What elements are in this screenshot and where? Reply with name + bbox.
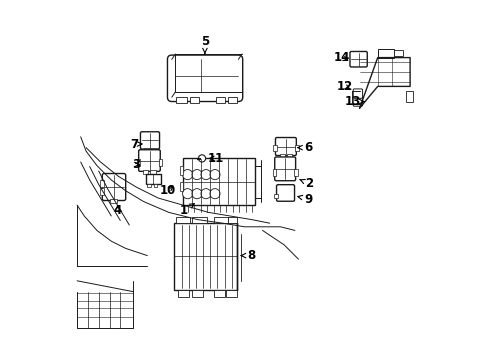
Bar bbox=[151, 148, 156, 151]
Text: 5: 5 bbox=[201, 35, 208, 54]
FancyBboxPatch shape bbox=[140, 132, 159, 149]
Bar bbox=[294, 169, 297, 176]
Bar bbox=[174, 223, 237, 290]
Circle shape bbox=[192, 189, 202, 199]
Text: 12: 12 bbox=[336, 80, 352, 93]
FancyBboxPatch shape bbox=[349, 51, 366, 67]
Circle shape bbox=[209, 170, 220, 180]
Circle shape bbox=[182, 170, 192, 180]
Bar bbox=[192, 290, 203, 297]
Bar bbox=[406, 91, 412, 102]
Bar bbox=[274, 194, 277, 198]
Bar bbox=[150, 170, 155, 174]
Bar bbox=[100, 180, 104, 187]
Bar bbox=[213, 290, 224, 297]
Text: 7: 7 bbox=[130, 138, 142, 150]
Bar bbox=[153, 184, 157, 187]
Bar bbox=[393, 50, 402, 56]
Text: 3: 3 bbox=[132, 158, 140, 171]
Bar bbox=[145, 174, 160, 184]
FancyBboxPatch shape bbox=[274, 157, 295, 181]
Text: 8: 8 bbox=[241, 249, 255, 262]
Text: 10: 10 bbox=[160, 184, 176, 197]
Bar bbox=[286, 154, 292, 158]
FancyBboxPatch shape bbox=[276, 185, 294, 201]
Bar bbox=[190, 97, 199, 103]
Text: 14: 14 bbox=[333, 51, 349, 64]
Circle shape bbox=[209, 189, 220, 199]
Bar bbox=[272, 169, 276, 176]
Circle shape bbox=[192, 170, 202, 180]
Text: 1: 1 bbox=[179, 204, 194, 217]
FancyBboxPatch shape bbox=[275, 138, 296, 156]
Bar bbox=[159, 159, 162, 166]
Bar bbox=[136, 159, 140, 166]
Text: 6: 6 bbox=[297, 141, 312, 154]
Bar bbox=[192, 217, 206, 223]
Bar bbox=[147, 184, 151, 187]
Bar bbox=[143, 148, 149, 151]
Bar bbox=[179, 166, 183, 175]
Bar bbox=[279, 154, 285, 158]
Bar bbox=[183, 158, 255, 205]
Bar bbox=[100, 188, 104, 195]
FancyBboxPatch shape bbox=[352, 89, 362, 98]
Bar bbox=[176, 97, 186, 103]
Bar bbox=[273, 145, 276, 151]
Circle shape bbox=[198, 155, 205, 162]
Bar bbox=[226, 290, 237, 297]
FancyBboxPatch shape bbox=[102, 174, 125, 201]
Text: 9: 9 bbox=[297, 193, 312, 206]
Bar bbox=[142, 170, 148, 174]
Bar bbox=[228, 97, 237, 103]
Bar bbox=[213, 217, 228, 223]
Bar bbox=[294, 145, 298, 151]
Bar bbox=[176, 217, 190, 223]
Bar bbox=[215, 97, 224, 103]
Text: 13: 13 bbox=[344, 95, 363, 108]
Circle shape bbox=[182, 189, 192, 199]
Text: 11: 11 bbox=[207, 152, 224, 165]
FancyBboxPatch shape bbox=[167, 55, 242, 102]
Bar bbox=[228, 217, 237, 223]
Bar bbox=[179, 182, 183, 191]
Circle shape bbox=[201, 189, 211, 199]
Circle shape bbox=[201, 170, 211, 180]
Bar bbox=[109, 199, 117, 203]
FancyBboxPatch shape bbox=[139, 150, 160, 171]
Bar bbox=[377, 49, 393, 58]
FancyBboxPatch shape bbox=[352, 97, 362, 106]
Bar bbox=[178, 290, 188, 297]
Text: 2: 2 bbox=[299, 177, 313, 190]
Text: 4: 4 bbox=[113, 204, 122, 217]
